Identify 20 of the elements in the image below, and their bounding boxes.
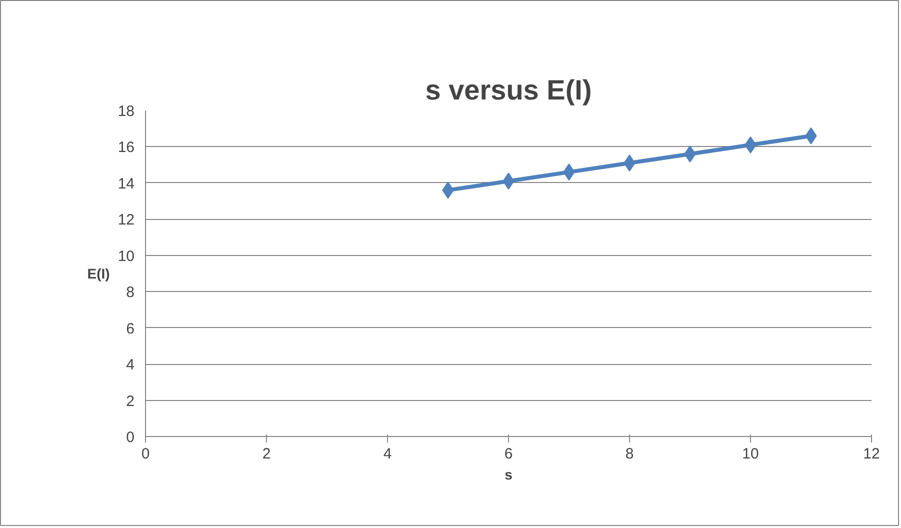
x-tick-label: 12 [863, 446, 880, 462]
y-axis-title: E(I) [87, 266, 110, 282]
chart-title: s versus E(I) [425, 74, 592, 106]
x-tick-label: 10 [742, 446, 759, 462]
x-tick-label: 0 [141, 446, 150, 462]
y-tick-label: 2 [126, 392, 134, 410]
y-tick-label: 12 [118, 212, 135, 229]
y-tick-label: 8 [126, 284, 134, 302]
x-axis-title: s [504, 466, 513, 482]
x-tick-label: 4 [383, 446, 392, 462]
y-tick-label: 4 [126, 356, 134, 374]
y-tick-label: 6 [126, 320, 134, 338]
y-tick-label: 14 [118, 175, 135, 192]
x-tick-label: 8 [625, 446, 634, 462]
x-tick-label: 6 [504, 446, 513, 462]
x-tick-label: 2 [262, 446, 271, 462]
y-tick-label: 10 [118, 248, 135, 265]
y-tick-label: 0 [126, 429, 134, 446]
y-tick-label: 16 [118, 139, 135, 156]
y-tick-label: 18 [118, 103, 135, 120]
